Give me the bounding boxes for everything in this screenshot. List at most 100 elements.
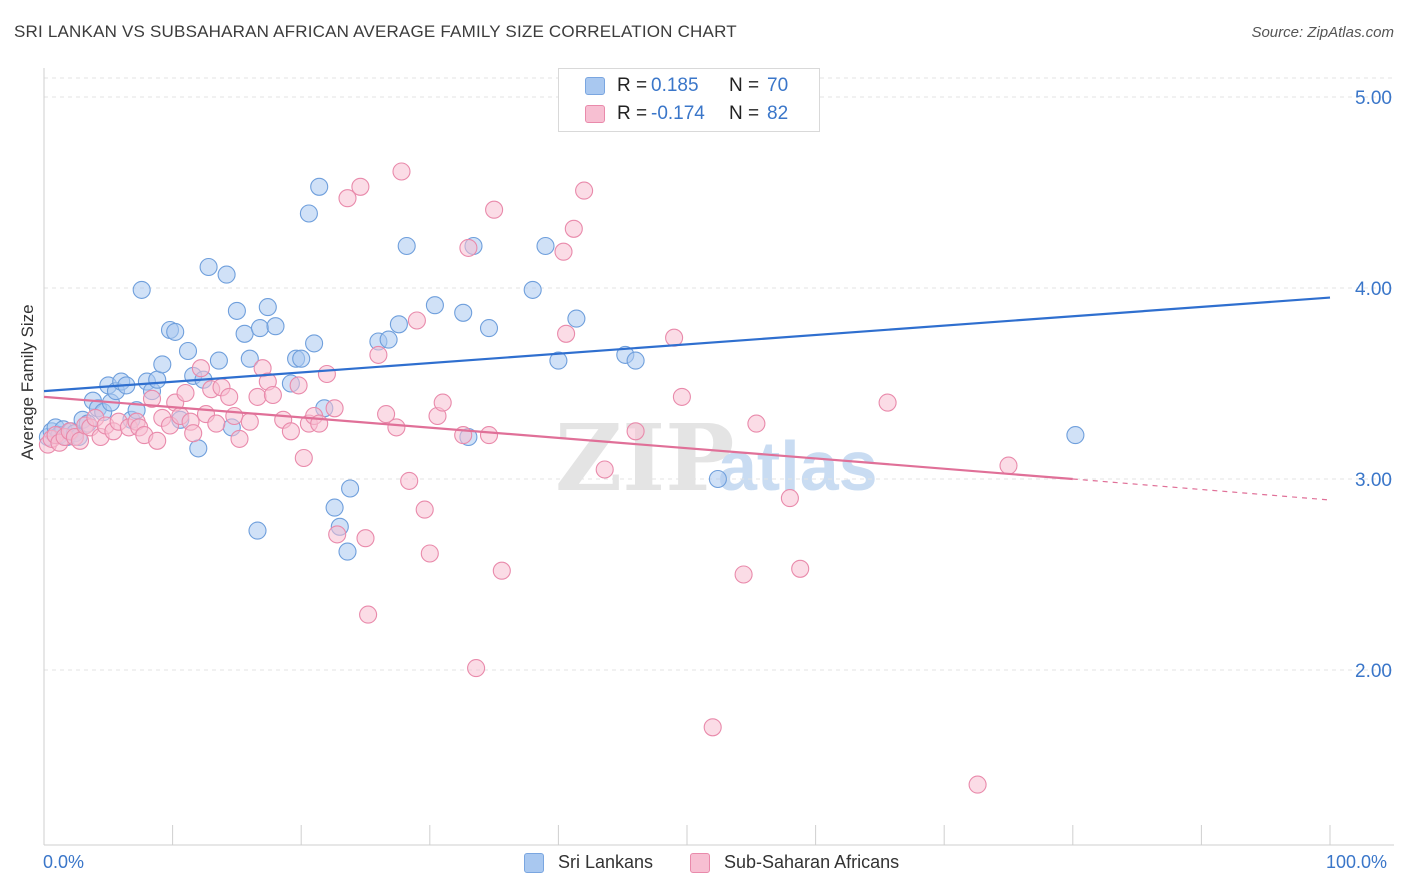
legend-r-label: R = (617, 75, 648, 96)
data-point-sub-saharan-africans (369, 345, 388, 364)
data-point-sub-saharan-africans (415, 500, 434, 519)
data-point-sub-saharan-africans (564, 219, 583, 238)
trend-line-sub-saharan-africans (43, 395, 1073, 481)
data-point-sub-saharan-africans (356, 529, 375, 548)
data-point-sub-saharan-africans (665, 328, 684, 347)
data-point-sri-lankans (166, 322, 185, 341)
data-point-sub-saharan-africans (294, 448, 313, 468)
series-legend-label: Sub-Saharan Africans (724, 852, 900, 872)
data-point-sub-saharan-africans (338, 189, 357, 208)
data-point-sub-saharan-africans (492, 561, 511, 580)
legend-r-label: R = (617, 103, 648, 124)
data-point-sub-saharan-africans (325, 399, 344, 418)
legend-r-value: -0.174 (651, 103, 705, 124)
y-tick-label: 5.00 (1355, 88, 1392, 109)
y-axis-label: Average Family Size (18, 304, 37, 460)
data-point-sub-saharan-africans (240, 412, 259, 431)
series-legend-label: Sri Lankans (558, 852, 654, 872)
data-point-sub-saharan-africans (595, 460, 614, 479)
data-point-sub-saharan-africans (148, 431, 167, 450)
data-point-sub-saharan-africans (220, 387, 239, 406)
chart-title: SRI LANKAN VS SUBSAHARAN AFRICAN AVERAGE… (14, 22, 737, 41)
data-point-sub-saharan-africans (780, 489, 799, 508)
trend-line-extension (1072, 478, 1331, 501)
data-point-sub-saharan-africans (459, 238, 478, 257)
data-point-sri-lankans (227, 301, 246, 320)
y-tick-label: 2.00 (1355, 661, 1392, 682)
data-point-sri-lankans (338, 542, 357, 561)
data-point-sri-lankans (235, 324, 254, 343)
data-point-sub-saharan-africans (377, 405, 396, 424)
legend-n-value: 70 (767, 75, 789, 96)
legend-row-sri-lankans: R = 0.185 N = 70 (585, 73, 788, 99)
data-point-sri-lankans (325, 498, 344, 517)
legend-r-value: 0.185 (651, 75, 699, 96)
data-point-sub-saharan-africans (407, 311, 426, 330)
legend-n-label: N = (729, 103, 760, 124)
data-point-sub-saharan-africans (281, 422, 300, 441)
data-point-sri-lankans (189, 439, 208, 458)
data-point-sri-lankans (240, 349, 259, 368)
data-point-sub-saharan-africans (557, 324, 576, 343)
x-axis-min-label: 0.0% (43, 852, 85, 872)
legend-n-label: N = (729, 75, 760, 96)
data-point-sub-saharan-africans (672, 387, 691, 406)
data-point-sub-saharan-africans (703, 718, 722, 737)
data-point-sri-lankans (178, 341, 198, 361)
data-point-sri-lankans (292, 349, 311, 368)
data-point-sri-lankans (132, 280, 151, 299)
data-point-sub-saharan-africans (433, 393, 452, 412)
data-point-sri-lankans (209, 351, 228, 370)
data-point-sub-saharan-africans (626, 422, 645, 441)
data-point-sri-lankans (258, 298, 277, 317)
data-point-sri-lankans (199, 257, 218, 277)
data-point-sri-lankans (310, 177, 329, 196)
series-legend-swatch (524, 852, 544, 873)
data-point-sri-lankans (148, 370, 167, 389)
legend-row-sub-saharan-africans: R = -0.174 N = 82 (585, 101, 788, 127)
series-legend-swatch (690, 852, 710, 873)
data-point-sub-saharan-africans (554, 242, 573, 261)
data-point-sub-saharan-africans (734, 565, 753, 584)
data-point-sri-lankans (549, 351, 568, 370)
data-point-sub-saharan-africans (575, 181, 594, 200)
data-point-sub-saharan-africans (248, 387, 267, 406)
correlation-legend: R = 0.185 N = 70 R = -0.174 N = 82 (558, 68, 820, 132)
data-point-sri-lankans (217, 265, 236, 284)
data-point-sub-saharan-africans (400, 471, 419, 490)
data-point-sri-lankans (536, 236, 555, 256)
watermark-atlas: atlas (718, 427, 878, 505)
data-point-sri-lankans (523, 280, 542, 299)
watermark-zip: ZIP (555, 404, 734, 512)
data-point-sri-lankans (379, 330, 398, 349)
data-point-sub-saharan-africans (328, 525, 347, 544)
data-point-sri-lankans (454, 303, 473, 322)
series-legend: Sri Lankans Sub-Saharan Africans (0, 852, 1406, 878)
data-point-sub-saharan-africans (467, 659, 486, 678)
data-point-sub-saharan-africans (317, 364, 336, 384)
trend-line-sri-lankans (43, 296, 1331, 393)
data-point-sri-lankans (248, 521, 267, 540)
data-point-sri-lankans (341, 479, 360, 498)
data-point-sri-lankans (389, 315, 408, 334)
data-point-sri-lankans (567, 309, 586, 328)
data-point-sri-lankans (425, 296, 444, 315)
data-point-sub-saharan-africans (263, 385, 282, 405)
data-point-sri-lankans (250, 319, 270, 338)
data-point-sub-saharan-africans (230, 429, 249, 448)
data-point-sub-saharan-africans (289, 376, 308, 395)
data-point-sub-saharan-africans (485, 200, 504, 219)
data-point-sub-saharan-africans (479, 426, 499, 445)
data-point-sub-saharan-africans (387, 418, 406, 437)
series-legend-item-sub-saharan-africans[interactable]: Sub-Saharan Africans (690, 852, 899, 873)
data-point-sub-saharan-africans (392, 162, 411, 181)
data-point-sub-saharan-africans (999, 456, 1018, 475)
data-point-sri-lankans (153, 355, 172, 374)
data-point-sub-saharan-africans (747, 414, 766, 433)
data-point-sri-lankans (1066, 426, 1085, 445)
x-axis-max-label: 100.0% (1326, 852, 1388, 872)
data-point-sub-saharan-africans (968, 775, 987, 794)
series-legend-item-sri-lankans[interactable]: Sri Lankans (524, 852, 653, 873)
data-point-sub-saharan-africans (420, 544, 439, 563)
data-point-sri-lankans (708, 469, 727, 489)
